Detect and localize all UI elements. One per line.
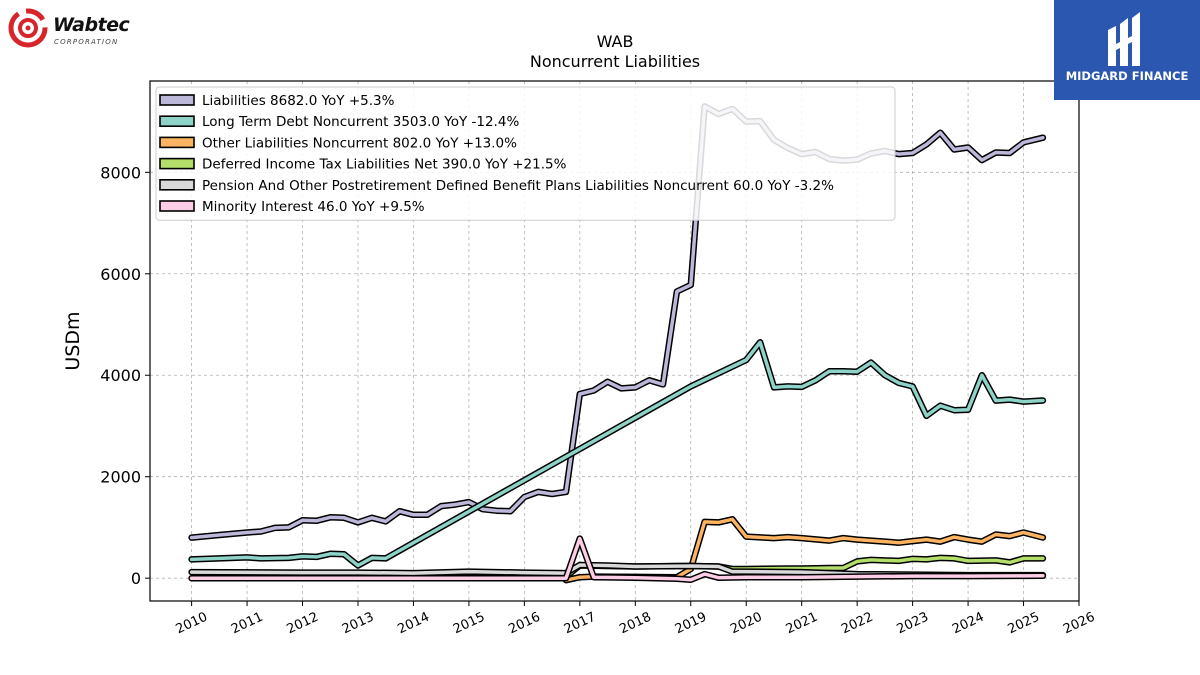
x-tick-label: 2017 xyxy=(562,610,598,638)
series-line-2 xyxy=(564,517,1045,582)
legend-label-1: Long Term Debt Noncurrent 3503.0 YoY -12… xyxy=(202,114,519,130)
x-tick-label: 2012 xyxy=(285,610,321,638)
x-tick-label: 2018 xyxy=(617,610,653,638)
legend-swatch-3 xyxy=(159,157,195,170)
legend-swatch-4 xyxy=(159,179,195,191)
y-tick-label: 6000 xyxy=(100,265,141,284)
chart-title: WAB xyxy=(596,32,634,51)
x-tick-label: 2010 xyxy=(174,610,210,638)
series-line-5 xyxy=(189,536,1045,582)
x-tick-label: 2026 xyxy=(1061,610,1097,638)
series-layer xyxy=(188,103,1047,584)
legend-swatch-1 xyxy=(159,115,195,127)
x-tick-label: 2024 xyxy=(950,610,986,638)
legend-label-4: Pension And Other Postretirement Defined… xyxy=(202,178,834,194)
y-axis-label: USDm xyxy=(62,311,84,370)
legend: Liabilities 8682.0 YoY +5.3% Long Term De… xyxy=(155,86,896,221)
midgard-logo-icon xyxy=(1108,12,1140,66)
series-line-0 xyxy=(189,104,1045,540)
x-tick-label: 2023 xyxy=(895,610,931,638)
chart-subtitle: Noncurrent Liabilities xyxy=(529,52,701,71)
x-tick-label: 2025 xyxy=(1006,610,1042,638)
x-tick-label: 2015 xyxy=(451,610,487,638)
x-tick-label: 2016 xyxy=(506,610,542,638)
plot-frame xyxy=(149,80,1080,602)
legend-swatch-5 xyxy=(159,200,195,212)
y-tick-label: 4000 xyxy=(100,366,141,385)
legend-label-5: Minority Interest 46.0 YoY +9.5% xyxy=(202,199,425,215)
series-line-outline-1 xyxy=(188,339,1047,569)
x-tick-label: 2020 xyxy=(728,610,764,638)
series-line-1 xyxy=(189,340,1045,568)
x-tick-label: 2021 xyxy=(784,610,820,638)
legend-swatch-0 xyxy=(159,94,195,106)
legend-box xyxy=(155,86,896,221)
wabtec-logo-icon xyxy=(8,8,48,48)
badge-label: MIDGARD FINANCE xyxy=(1065,69,1189,83)
brand-subtitle: CORPORATION xyxy=(54,38,119,46)
legend-label-0: Liabilities 8682.0 YoY +5.3% xyxy=(202,93,395,109)
x-tick-label: 2019 xyxy=(673,610,709,638)
x-tick-label: 2011 xyxy=(229,610,265,638)
legend-swatch-2 xyxy=(159,136,195,149)
legend-label-2: Other Liabilities Noncurrent 802.0 YoY +… xyxy=(202,135,517,151)
y-tick-label: 2000 xyxy=(100,468,141,487)
y-tick-label: 0 xyxy=(131,569,141,588)
brand-name: Wabtec xyxy=(53,14,130,36)
x-tick-label: 2022 xyxy=(839,610,875,638)
y-tick-label: 8000 xyxy=(100,163,141,182)
x-tick-label: 2013 xyxy=(340,610,376,638)
legend-label-3: Deferred Income Tax Liabilities Net 390.… xyxy=(202,157,567,173)
x-tick-label: 2014 xyxy=(395,610,431,638)
midgard-finance-badge: MIDGARD FINANCE xyxy=(1054,0,1200,100)
